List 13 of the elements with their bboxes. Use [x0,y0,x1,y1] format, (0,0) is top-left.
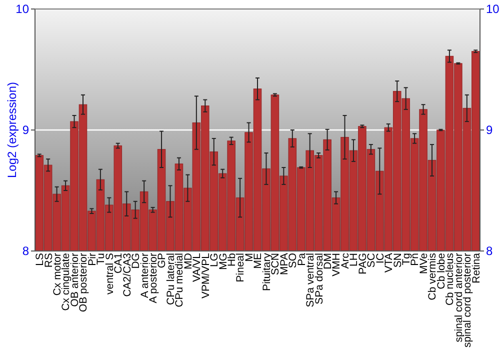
x-tick-label: DG [130,253,142,269]
x-tick-label: Arc [339,253,352,269]
y2-tick-label: 9 [486,123,493,138]
x-tick-label: Tg [400,252,413,266]
y2-tick-label: 10 [486,2,500,16]
y2-tick-label: 8 [486,244,493,258]
x-tick-label: RS [42,253,55,268]
y-tick-label: 10 [16,2,30,16]
y-axis-title: Log2 (expression) [5,82,20,178]
y-tick-label: 8 [22,244,30,258]
x-tick-label: A posterior [147,252,160,304]
y-tick-label: 9 [22,123,30,138]
x-tick-label: OB posterior [78,252,90,312]
